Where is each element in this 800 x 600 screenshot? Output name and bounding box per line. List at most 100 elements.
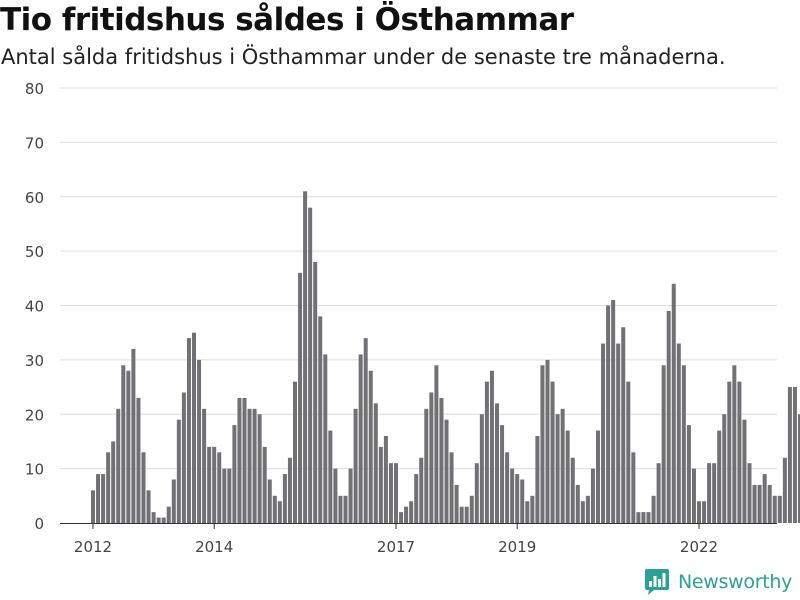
bar: [510, 468, 515, 523]
bar: [348, 468, 353, 523]
bar: [697, 501, 701, 523]
bar: [782, 457, 787, 523]
bar: [666, 310, 671, 523]
bar: [792, 387, 797, 523]
bar: [722, 414, 727, 523]
bar: [217, 452, 222, 523]
bar: [293, 381, 297, 523]
bar: [308, 207, 313, 523]
y-tick-label: 50: [25, 243, 44, 261]
bar: [580, 501, 585, 523]
bar: [101, 474, 106, 523]
bar: [227, 468, 232, 523]
bar: [252, 408, 257, 523]
bar: [712, 463, 717, 523]
bar: [439, 397, 444, 523]
bar: [555, 414, 560, 523]
bar: [368, 370, 373, 523]
bar: [464, 506, 469, 523]
bar: [484, 381, 489, 523]
bar: [474, 463, 479, 523]
bar: [787, 387, 792, 523]
bar: [207, 446, 212, 523]
bar: [303, 191, 308, 523]
bar: [388, 463, 393, 523]
bar: [691, 468, 696, 523]
bar: [641, 512, 646, 523]
bar: [747, 463, 752, 523]
bar: [161, 517, 166, 523]
bar: [575, 484, 580, 523]
bar: [772, 495, 777, 523]
bar: [500, 425, 505, 523]
bar: [656, 463, 661, 523]
y-tick-label: 40: [25, 298, 44, 316]
bar: [515, 474, 520, 523]
bar: [636, 512, 641, 523]
bar: [282, 474, 287, 523]
bar: [383, 436, 388, 523]
bar: [313, 262, 318, 523]
bar: [237, 397, 242, 523]
bar: [404, 506, 409, 523]
bar: [777, 495, 782, 523]
bar: [611, 300, 616, 523]
bar: [414, 474, 419, 523]
bar: [525, 501, 530, 523]
bar: [257, 414, 262, 523]
bar: [520, 479, 525, 523]
bar: [449, 452, 454, 523]
bar: [757, 484, 762, 523]
bar: [202, 408, 207, 523]
bar: [146, 490, 151, 523]
bar: [343, 495, 348, 523]
bar: [166, 506, 171, 523]
bar: [197, 359, 202, 523]
bar: [752, 484, 757, 523]
bar: [156, 517, 161, 523]
bar: [479, 414, 484, 523]
bar: [626, 381, 631, 523]
bar: [661, 365, 666, 523]
y-tick-label: 60: [25, 189, 44, 207]
bar: [181, 392, 186, 523]
bar: [141, 452, 146, 523]
bar: [287, 457, 292, 523]
bar: [631, 452, 636, 523]
bar: [767, 484, 772, 523]
bar: [232, 425, 237, 523]
bar: [131, 349, 136, 523]
chart-subtitle: Antal sålda fritidshus i Östhammar under…: [1, 45, 726, 69]
y-tick-label: 80: [25, 80, 44, 98]
y-tick-label: 20: [25, 406, 44, 424]
y-tick-label: 0: [34, 515, 44, 533]
bar: [106, 452, 111, 523]
brand-logo: Newsworthy: [645, 569, 792, 595]
bar: [267, 479, 272, 523]
bar: [495, 403, 499, 523]
brand-name: Newsworthy: [678, 571, 793, 593]
bar: [91, 490, 95, 523]
bar: [707, 463, 712, 523]
y-tick-label: 30: [25, 352, 44, 370]
bar: [545, 359, 550, 523]
bar: [126, 370, 131, 523]
bar: [186, 338, 191, 523]
bar: [399, 512, 404, 523]
x-tick-label: 2022: [680, 538, 718, 556]
bar: [717, 430, 722, 523]
bar: [742, 419, 747, 523]
bar: [798, 414, 800, 523]
bar: [277, 501, 282, 523]
bar: [328, 430, 333, 523]
bar: [373, 403, 378, 523]
bar: [242, 397, 247, 523]
bar: [616, 343, 621, 523]
bar: [727, 381, 732, 523]
bar: [333, 468, 338, 523]
bar: [434, 365, 439, 523]
bar: [363, 338, 368, 523]
bar: [454, 484, 459, 523]
bar: [212, 446, 217, 523]
bar: [429, 392, 434, 523]
